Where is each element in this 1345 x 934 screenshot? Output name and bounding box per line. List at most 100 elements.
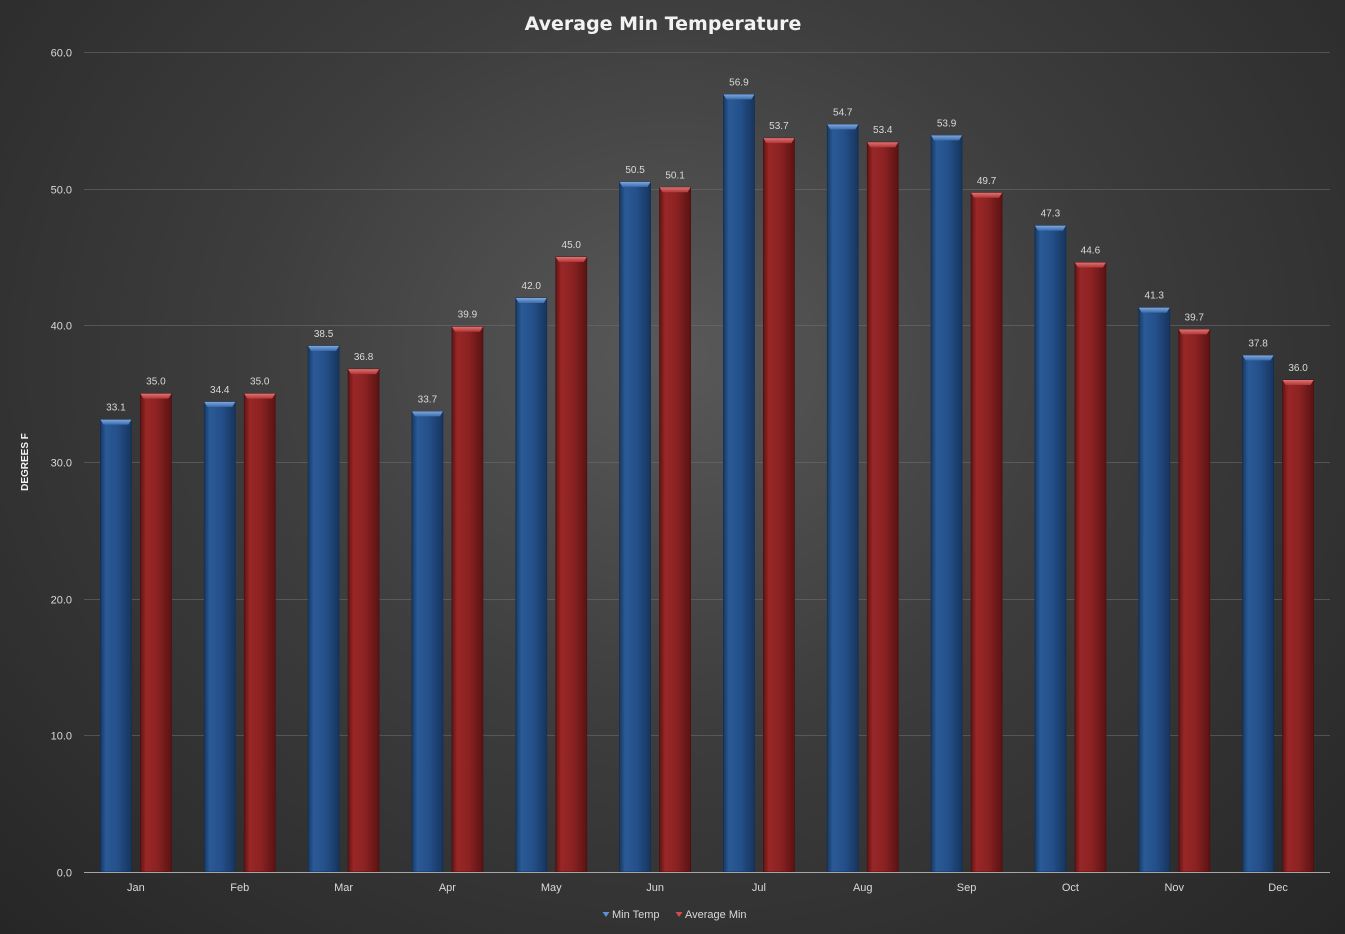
x-tick-label: Apr <box>439 882 456 894</box>
x-tick-label: Feb <box>230 882 249 894</box>
bar-cap-average-min <box>1282 380 1314 385</box>
x-axis: Jan Feb Mar Apr May Jun Jul Aug Sep Oct Nov Dec <box>127 882 1288 894</box>
bar-cap-average-min <box>1178 329 1210 335</box>
bar-cap-min-temp <box>931 135 963 141</box>
data-label-min-temp: 33.1 <box>106 403 126 414</box>
data-label-average-min: 49.7 <box>977 176 997 187</box>
chart-title: Average Min Temperature <box>525 13 802 35</box>
data-label-min-temp: 41.3 <box>1145 291 1165 302</box>
y-tick-label: 40.0 <box>51 321 72 333</box>
bar-average-min <box>763 137 795 873</box>
data-label-min-temp: 54.7 <box>833 107 853 118</box>
y-tick-label: 0.0 <box>57 868 72 880</box>
bar-average-min <box>970 192 1003 873</box>
data-label-min-temp: 34.4 <box>210 385 230 396</box>
data-label-average-min: 50.1 <box>665 170 685 181</box>
bar-average-min <box>140 393 172 873</box>
bar-cap-average-min <box>348 369 380 375</box>
data-label-min-temp: 53.9 <box>937 118 957 129</box>
data-label-average-min: 44.6 <box>1081 245 1101 256</box>
data-label-min-temp: 38.5 <box>314 329 334 340</box>
bar-cap-min-temp <box>204 401 236 407</box>
bar-cap-average-min <box>140 393 172 399</box>
bar-average-min <box>659 186 691 873</box>
data-label-min-temp: 42.0 <box>522 281 542 292</box>
bar-cap-average-min <box>971 192 1003 198</box>
legend-marker-average-min <box>675 912 683 917</box>
data-labels: 33.1 35.0 34.4 35.0 38.5 36.8 33.7 39.9 42.0 45.0… <box>106 77 1308 413</box>
bar-average-min <box>451 326 484 873</box>
y-tick-label: 30.0 <box>51 458 72 470</box>
bar-cap-min-temp <box>723 94 755 100</box>
bar-min-temp <box>307 345 340 873</box>
bar-min-temp <box>826 124 859 873</box>
data-label-average-min: 36.0 <box>1288 363 1308 374</box>
bar-min-temp <box>723 93 755 873</box>
x-tick-label: Jun <box>646 882 664 894</box>
bar-average-min <box>243 393 276 873</box>
bar-cap-min-temp <box>308 345 340 351</box>
x-tick-label: Mar <box>334 882 353 894</box>
bar-cap-min-temp <box>515 298 547 303</box>
legend-item-average-min[interactable]: Average Min <box>675 909 747 921</box>
data-label-min-temp: 47.3 <box>1041 209 1061 220</box>
x-tick-label: May <box>541 882 562 894</box>
data-label-average-min: 45.0 <box>562 240 582 251</box>
x-tick-label: Jul <box>752 882 766 894</box>
y-axis: 0.0 10.0 20.0 30.0 40.0 50.0 60.0 <box>51 48 72 880</box>
x-tick-label: Dec <box>1268 882 1288 894</box>
bar-cap-min-temp <box>619 181 651 187</box>
bar-cap-average-min <box>555 257 587 262</box>
y-tick-label: 10.0 <box>51 731 72 743</box>
data-label-average-min: 53.4 <box>873 125 893 136</box>
bar-average-min <box>347 368 380 873</box>
legend-item-min-temp[interactable]: Min Temp <box>602 909 660 921</box>
legend-label-min-temp: Min Temp <box>612 909 659 921</box>
bar-average-min <box>866 141 899 873</box>
gridlines <box>84 52 1330 736</box>
data-label-min-temp: 50.5 <box>625 165 645 176</box>
bar-cap-min-temp <box>1034 225 1066 231</box>
data-label-average-min: 39.7 <box>1185 312 1205 323</box>
x-tick-label: Oct <box>1062 882 1079 894</box>
data-label-min-temp: 37.8 <box>1248 338 1268 349</box>
bar-average-min <box>1178 329 1211 873</box>
bar-min-temp <box>1034 225 1067 873</box>
bar-cap-average-min <box>867 142 899 148</box>
bar-min-temp <box>203 401 236 873</box>
bar-cap-min-temp <box>1242 355 1274 361</box>
data-label-average-min: 53.7 <box>769 121 789 132</box>
bars <box>100 93 1314 873</box>
data-label-min-temp: 56.9 <box>729 77 749 88</box>
bar-min-temp <box>1242 354 1274 873</box>
y-axis-label: DEGREES F <box>20 433 31 491</box>
bar-cap-average-min <box>451 326 483 332</box>
legend-marker-min-temp <box>602 912 610 917</box>
legend: Min Temp Average Min <box>602 909 747 921</box>
y-tick-label: 20.0 <box>51 595 72 607</box>
bar-cap-min-temp <box>100 419 132 425</box>
x-tick-label: Sep <box>957 882 977 894</box>
bar-average-min <box>1282 379 1314 873</box>
bar-cap-average-min <box>659 187 691 193</box>
y-tick-label: 60.0 <box>51 48 72 60</box>
x-tick-label: Jan <box>127 882 145 894</box>
x-tick-label: Nov <box>1164 882 1184 894</box>
data-label-average-min: 39.9 <box>458 310 478 321</box>
bar-min-temp <box>411 411 444 873</box>
bar-min-temp <box>930 134 963 873</box>
y-tick-label: 50.0 <box>51 185 72 197</box>
bar-min-temp <box>515 297 548 873</box>
data-label-min-temp: 33.7 <box>418 394 438 405</box>
bar-cap-average-min <box>244 393 276 399</box>
bar-cap-min-temp <box>827 124 859 130</box>
bar-cap-average-min <box>763 138 795 144</box>
bar-average-min <box>555 256 588 873</box>
bar-min-temp <box>619 181 651 873</box>
data-label-average-min: 35.0 <box>250 377 270 388</box>
x-tick-label: Aug <box>853 882 873 894</box>
bar-min-temp <box>100 419 132 873</box>
bar-average-min <box>1074 262 1107 873</box>
bar-min-temp <box>1138 307 1171 873</box>
